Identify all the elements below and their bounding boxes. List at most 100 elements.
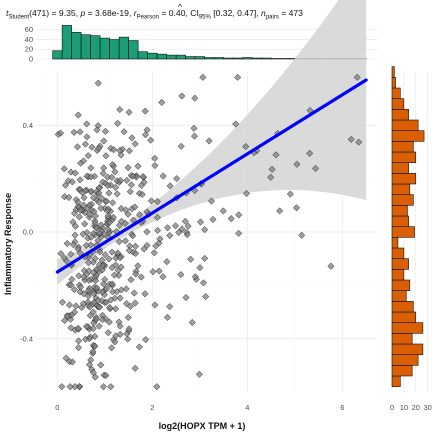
scatter-point	[327, 262, 335, 270]
scatter-point	[164, 224, 172, 232]
scatter-point	[79, 157, 88, 165]
scatter-point	[195, 370, 203, 378]
scatter-point	[202, 292, 210, 301]
top-hist-tick-label: 20	[25, 45, 33, 54]
scatter-point	[102, 197, 111, 205]
scatter-point	[306, 149, 314, 157]
subtitle-r-label: r	[134, 8, 138, 18]
scatter-point	[68, 358, 76, 366]
scatter-point	[84, 287, 93, 295]
scatter-point	[128, 134, 136, 142]
scatter-point	[116, 330, 124, 338]
subtitle-p-label: p	[79, 8, 85, 18]
right-hist-bar	[391, 66, 395, 78]
scatter-point	[124, 164, 132, 172]
scatter-point	[70, 286, 78, 294]
scatter-point	[76, 288, 84, 296]
scatter-point	[116, 322, 124, 330]
scatter-point	[347, 135, 355, 143]
scatter-point	[138, 190, 146, 198]
scatter-point	[71, 383, 79, 391]
scatter-point	[71, 222, 80, 230]
scatter-point	[137, 273, 145, 281]
scatter-point	[110, 271, 118, 279]
scatter-point	[142, 336, 150, 344]
top-hist-bar	[251, 57, 262, 60]
scatter-point	[177, 142, 185, 150]
scatter-point	[116, 147, 124, 155]
scatter-point	[70, 209, 79, 217]
scatter-point	[96, 229, 104, 237]
scatter-point	[131, 203, 139, 211]
scatter-point	[196, 218, 205, 226]
x-tick-label: 0	[55, 403, 59, 412]
scatter-point	[105, 318, 113, 326]
scatter-point	[108, 173, 116, 181]
scatter-point	[234, 73, 242, 81]
subtitle-r-hat: ^	[178, 2, 182, 12]
scatter-point	[113, 288, 121, 296]
scatter-point	[116, 106, 124, 114]
subtitle-n-label: n	[261, 8, 266, 18]
scatter-point	[151, 161, 159, 170]
right-hist-bar	[391, 194, 414, 206]
scatter-point	[267, 173, 275, 181]
scatter-point	[276, 207, 284, 215]
scatter-point	[95, 189, 103, 197]
scatter-point	[97, 361, 105, 369]
right-hist-bar	[391, 130, 425, 142]
scatter-point	[125, 325, 133, 333]
scatter-point	[65, 301, 73, 309]
scatter-point	[232, 120, 240, 128]
scatter-point	[91, 342, 99, 350]
scatter-point	[66, 383, 74, 391]
scatter-point	[131, 299, 139, 307]
y-tick-label: -0.4	[20, 334, 33, 343]
scatter-point	[82, 241, 90, 249]
scatter-point	[85, 276, 93, 284]
scatter-point	[74, 198, 82, 206]
scatter-point	[116, 176, 124, 184]
scatter-point	[219, 207, 227, 215]
scatter-point	[91, 255, 99, 263]
scatter-point	[64, 177, 72, 185]
scatter-point	[135, 343, 143, 351]
y-tick-label: 0.4	[23, 121, 33, 130]
scatter-point	[272, 151, 280, 159]
scatter-point	[235, 229, 243, 237]
scatter-point	[100, 164, 108, 172]
scatter-point	[134, 262, 142, 270]
x-tick-label: 2	[150, 403, 154, 412]
scatter-point	[102, 152, 110, 160]
scatter-point	[93, 126, 101, 134]
scatter-point	[151, 301, 159, 309]
right-hist-bar	[391, 119, 419, 131]
scatter-point	[98, 194, 106, 202]
scatter-point	[57, 249, 65, 258]
scatter-point	[298, 231, 306, 239]
scatter-point	[227, 215, 235, 223]
scatter-point	[106, 304, 114, 312]
scatter-point	[126, 302, 134, 310]
scatter-point	[136, 211, 144, 219]
scatter-point	[190, 124, 198, 132]
subtitle-t-value: (471) = 9.35,	[29, 8, 80, 18]
x-tick-label: 4	[245, 403, 249, 412]
scatter-point	[91, 219, 99, 227]
right-hist-bar	[391, 365, 413, 377]
scatter-point	[196, 264, 204, 272]
scatter-point	[124, 313, 132, 321]
scatter-point	[127, 181, 135, 189]
scatter-point	[81, 335, 90, 343]
scatter-point	[91, 332, 99, 340]
scatter-point	[163, 313, 171, 321]
scatter-point	[90, 289, 98, 298]
scatter-point	[95, 322, 103, 330]
scatter-point	[182, 293, 190, 302]
right-hist-bar	[391, 311, 417, 323]
scatter-point	[130, 289, 138, 297]
scatter-point	[111, 168, 119, 176]
scatter-point	[70, 128, 78, 136]
scatter-point	[94, 79, 102, 87]
scatter-point	[84, 152, 92, 160]
